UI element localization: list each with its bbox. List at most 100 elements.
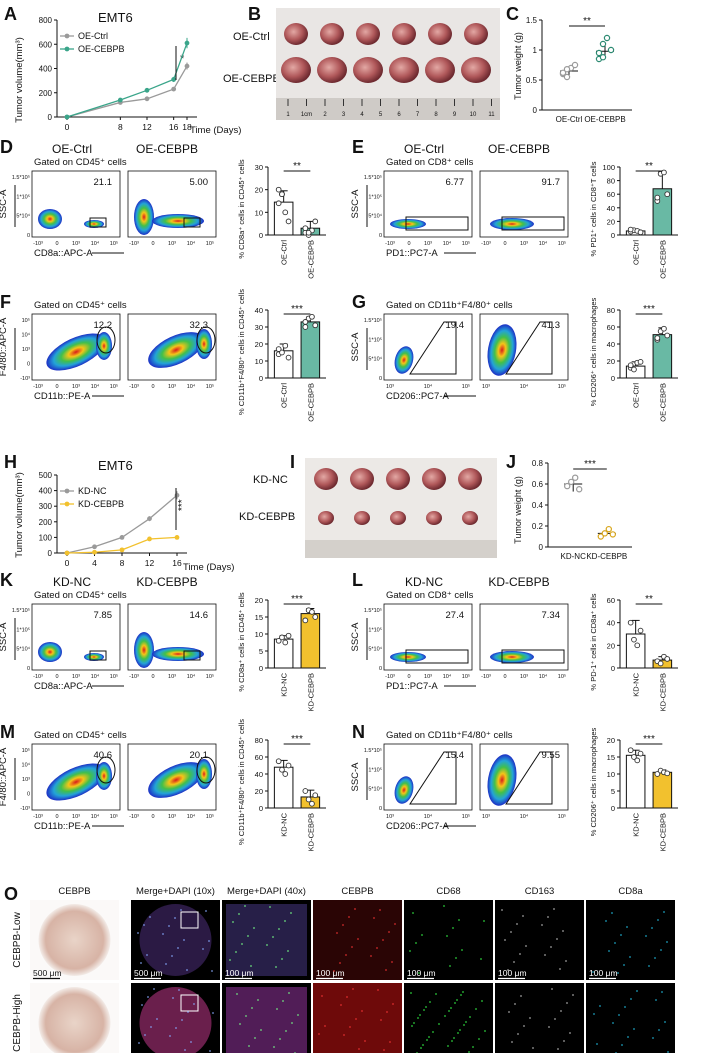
x-tick-label: 10³ <box>72 814 80 820</box>
y-tick-label: 800 <box>39 16 53 25</box>
x-tick-label: 10³ <box>386 384 394 390</box>
data-point <box>664 191 671 198</box>
y-tick-label: 0 <box>379 806 382 812</box>
y-tick-label: 0 <box>379 233 382 239</box>
x-tick-label: 0 <box>407 674 410 680</box>
data-point <box>312 614 319 620</box>
signal-speckle <box>149 916 151 918</box>
signal-speckle <box>566 1002 568 1004</box>
signal-speckle <box>522 915 524 917</box>
tumor <box>284 23 308 45</box>
x-category-label: KD-NC <box>561 552 587 561</box>
x-axis-label: CD8a::APC-A <box>34 681 93 692</box>
y-tick-label: 10⁴ <box>22 762 31 769</box>
x-tick-label: -10³ <box>481 241 491 247</box>
y-tick-label: 60 <box>255 753 263 762</box>
signal-speckle <box>569 1032 571 1034</box>
signal-speckle <box>422 1044 424 1046</box>
y-tick-label: 20 <box>607 736 615 745</box>
x-tick-label: 0 <box>65 122 70 132</box>
panel-letter-k: K <box>0 570 13 590</box>
density-population <box>394 346 414 374</box>
signal-speckle <box>423 1009 425 1011</box>
signal-speckle <box>279 1038 281 1040</box>
ihc-core <box>38 987 111 1053</box>
density-population <box>134 632 154 668</box>
y-tick-label: 0 <box>48 549 53 558</box>
y-tick-label: 5*10⁴ <box>16 213 30 220</box>
x-axis-label: CD11b::PE-A <box>34 391 91 402</box>
signal-speckle <box>291 1022 293 1024</box>
y-tick-label: 5*10⁴ <box>368 646 382 653</box>
signal-speckle <box>383 1049 385 1051</box>
data-point <box>171 77 177 82</box>
y-axis-label: SSC-A <box>350 189 361 219</box>
signal-speckle <box>236 993 238 995</box>
x-tick-label: 10³ <box>72 384 80 390</box>
signal-speckle <box>428 1036 430 1038</box>
signal-speckle <box>410 992 412 994</box>
data-point <box>144 96 150 102</box>
y-tick-label: 5 <box>259 647 263 656</box>
signal-speckle <box>443 905 445 907</box>
signal-speckle <box>212 1012 214 1014</box>
density-population <box>84 220 104 228</box>
x-tick-label: -10³ <box>385 674 395 680</box>
signal-speckle <box>651 927 653 929</box>
signal-speckle <box>250 965 252 967</box>
y-tick-label: 10⁴ <box>22 332 31 339</box>
gate-polygon <box>505 751 553 805</box>
panel-letter-o: O <box>4 884 18 904</box>
data-point <box>599 40 607 48</box>
y-tick-label: 30 <box>255 323 263 332</box>
x-tick-label: 10⁵ <box>110 673 118 680</box>
signal-speckle <box>420 1047 422 1049</box>
y-tick-label: 5 <box>611 787 615 796</box>
ihc-core <box>38 904 111 976</box>
y-axis-label: SSC-A <box>0 622 9 652</box>
gate-percentage: 5.00 <box>190 177 209 188</box>
scale-bar-label: 100 μm <box>498 1051 527 1053</box>
data-point <box>564 482 571 490</box>
signal-speckle <box>438 1023 440 1025</box>
signal-speckle <box>260 1029 262 1031</box>
gate-percentage: 27.4 <box>446 610 465 621</box>
signal-speckle <box>276 1008 278 1010</box>
signal-speckle <box>648 965 650 967</box>
x-tick-label: 18 <box>182 122 192 132</box>
y-tick-label: 10⁵ <box>22 747 30 754</box>
signal-speckle <box>140 962 142 964</box>
x-tick-label: 16 <box>169 122 179 132</box>
x-tick-label: 10³ <box>424 674 432 680</box>
micrograph-tile <box>586 900 675 980</box>
x-category-label: KD-NC <box>280 812 289 836</box>
gate-percentage: 40.6 <box>94 750 113 761</box>
y-tick-label: 500 <box>39 471 53 480</box>
tumor <box>320 23 344 45</box>
data-point <box>279 766 285 773</box>
data-point <box>174 492 180 498</box>
y-tick-label: 20 <box>255 340 263 349</box>
signal-speckle <box>342 924 344 926</box>
density-population <box>487 754 517 806</box>
significance-label: ** <box>293 161 301 172</box>
signal-speckle <box>507 969 509 971</box>
y-tick-label: 15 <box>607 753 615 762</box>
panel-k: K KD-NC KD-CEBPB Gated on CD45⁺ cells 7.85 14… <box>0 570 326 711</box>
signal-speckle <box>174 917 176 919</box>
data-point <box>603 34 611 42</box>
significance-label: *** <box>643 734 655 745</box>
y-tick-label: 0.8 <box>532 459 544 468</box>
data-point <box>302 225 309 232</box>
x-tick-label: -10³ <box>129 674 139 680</box>
scale-bar-label: 100 μm <box>589 968 618 978</box>
data-point <box>631 636 637 643</box>
data-point <box>654 771 661 777</box>
signal-speckle <box>565 960 567 962</box>
signal-speckle <box>544 954 546 956</box>
fluorescence-field <box>226 987 307 1053</box>
gate-ellipse <box>196 326 216 354</box>
gate-percentage: 14.6 <box>190 610 209 621</box>
gate-percentage: 19.4 <box>446 320 465 331</box>
panel-c-ylabel: Tumor weight (g) <box>513 32 523 100</box>
